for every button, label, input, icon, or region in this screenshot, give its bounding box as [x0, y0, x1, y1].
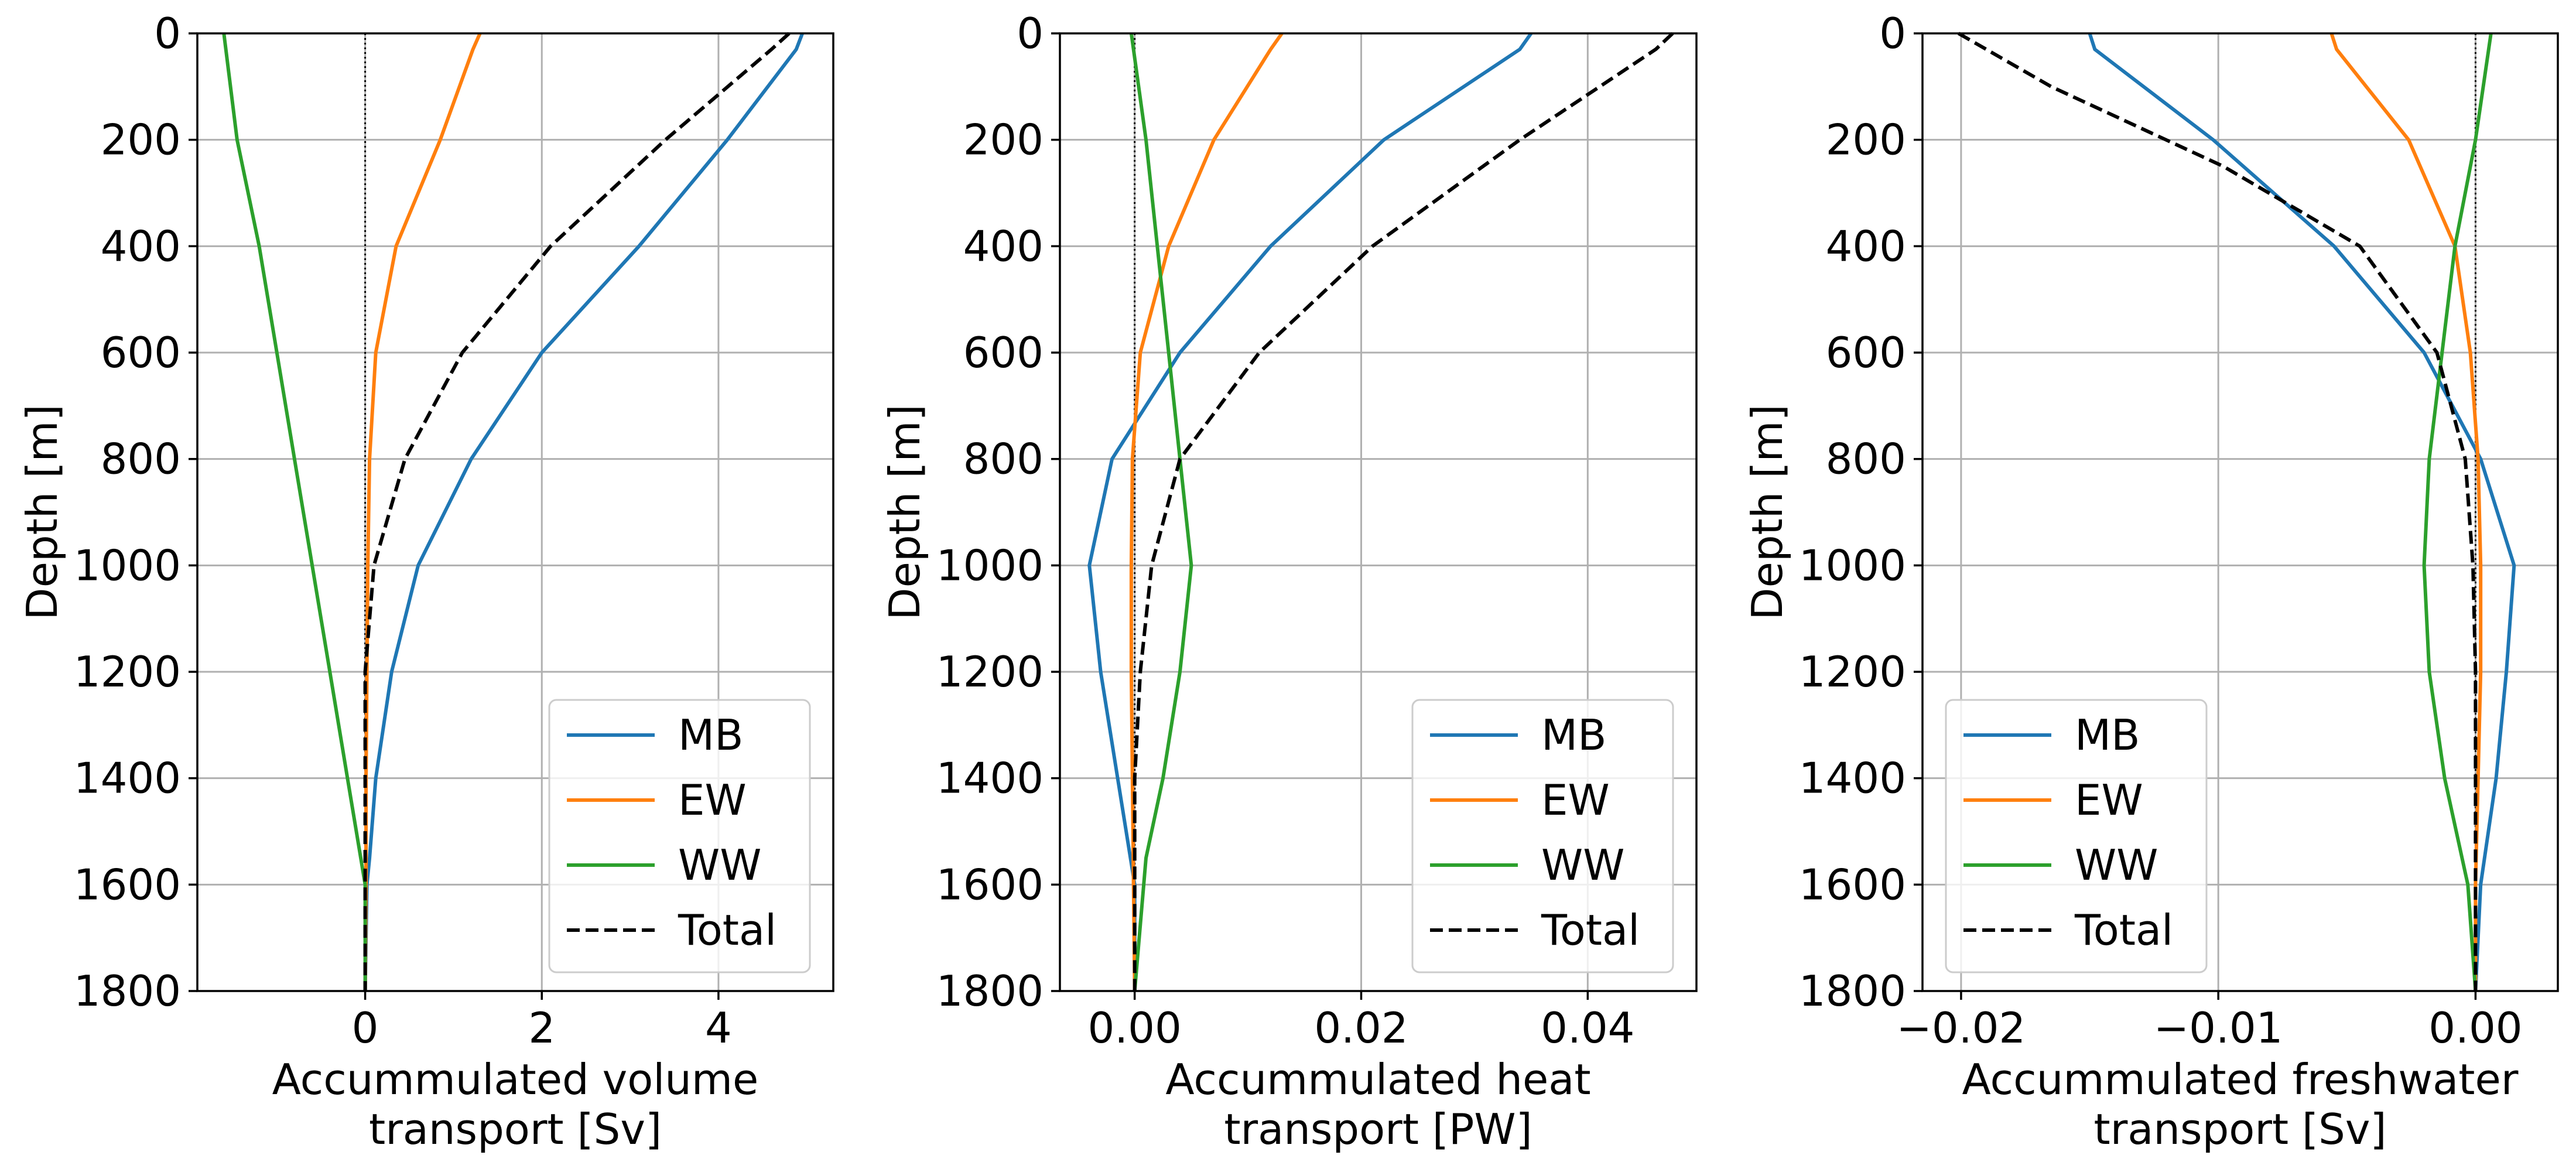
series-line-ew: [363, 32, 482, 992]
series-line-mb: [1087, 32, 1533, 991]
legend-box: [548, 699, 811, 973]
series-line-mb: [2088, 33, 2516, 992]
y-tick-label: 800: [101, 435, 181, 484]
series-line-mb: [363, 32, 804, 992]
series-line-total: [1133, 32, 1674, 991]
legend-label-ew: EW: [1541, 775, 1610, 825]
y-tick-label: 400: [1826, 221, 1906, 271]
x-tick-label: −0.01: [2154, 1003, 2283, 1053]
chart-panel-3: −0.02 −0.01 0.00 0 200 400 600 800 1000 1200 1400 1…: [1743, 9, 2559, 1154]
y-tick-label: 400: [101, 221, 181, 271]
y-tick-label: 600: [963, 328, 1044, 377]
y-tick-label: 1000: [936, 541, 1044, 590]
y-tick-label: 1400: [74, 754, 181, 803]
plot-frame: [196, 32, 834, 992]
chart-panel-2: 0.00 0.02 0.04 0 200 400 600 800 1000 1200 1400 160…: [880, 9, 1698, 1154]
x-axis-label-line: transport [PW]: [1224, 1105, 1532, 1154]
x-tick-label: 0.00: [1087, 1003, 1181, 1053]
x-tick-label: 0: [352, 1003, 379, 1053]
y-tick-label: 1400: [936, 754, 1044, 803]
x-tick-label: 0.04: [1541, 1003, 1634, 1053]
y-tick-label: 1000: [74, 541, 181, 590]
y-tick-label: 1800: [1799, 966, 1906, 1016]
y-axis-label: Depth [m]: [1743, 404, 1792, 620]
legend: MB EW WW Total: [548, 699, 811, 973]
x-axis-label-line: Accummulated heat: [1165, 1055, 1590, 1104]
legend-label-ww: WW: [2075, 840, 2158, 890]
x-tick-label: 0.00: [2428, 1003, 2522, 1053]
y-tick-label: 1200: [1799, 647, 1906, 696]
y-tick-label: 200: [1826, 115, 1906, 165]
legend-label-ww: WW: [678, 840, 761, 890]
series-line-total: [1958, 32, 2478, 991]
y-tick-label: 1200: [74, 647, 181, 696]
x-tick-label: 4: [705, 1003, 732, 1053]
y-tick-label: 1000: [1799, 541, 1906, 590]
y-tick-label: 0: [154, 9, 181, 58]
y-tick-label: 0: [1017, 9, 1044, 58]
y-tick-label: 800: [1826, 435, 1906, 484]
y-tick-label: 1600: [936, 860, 1044, 909]
legend-label-total: Total: [678, 906, 776, 955]
legend: MB EW WW Total: [1945, 699, 2208, 973]
legend-box: [1411, 699, 1674, 973]
x-axis-label: Accummulated volume transport [Sv]: [272, 1055, 759, 1154]
y-tick-label: 600: [101, 328, 181, 377]
series-line-ww: [2422, 33, 2493, 992]
y-tick-label: 1400: [1799, 754, 1906, 803]
x-axis-label: Accummulated heat transport [PW]: [1165, 1055, 1590, 1154]
legend-label-mb: MB: [1541, 710, 1607, 760]
y-tick-label: 600: [1826, 328, 1906, 377]
x-tick-label: 0.02: [1314, 1003, 1408, 1053]
plot-frame: [1059, 32, 1698, 992]
y-tick-label: 1800: [74, 966, 181, 1016]
series-line-ew: [1129, 32, 1284, 992]
y-tick-label: 800: [963, 435, 1044, 484]
legend-box: [1945, 699, 2208, 973]
legend-label-mb: MB: [2075, 710, 2140, 760]
x-axis-label-line: transport [Sv]: [369, 1105, 662, 1154]
x-axis-label-line: Accummulated freshwater: [1962, 1055, 2519, 1104]
x-axis-label-line: transport [Sv]: [2093, 1105, 2386, 1154]
legend-label-total: Total: [1541, 906, 1640, 955]
legend-label-total: Total: [2074, 906, 2173, 955]
x-axis-label: Accummulated freshwater transport [Sv]: [1962, 1055, 2519, 1154]
y-tick-label: 1800: [936, 966, 1044, 1016]
y-tick-label: 0: [1879, 9, 1906, 58]
x-axis-label-line: Accummulated volume: [272, 1055, 759, 1104]
legend: MB EW WW Total: [1411, 699, 1674, 973]
legend-label-ew: EW: [2075, 775, 2143, 825]
y-axis-label: Depth [m]: [880, 404, 929, 620]
y-tick-label: 1200: [936, 647, 1044, 696]
y-tick-label: 1600: [74, 860, 181, 909]
legend-label-ew: EW: [678, 775, 747, 825]
plot-frame: [1921, 32, 2559, 992]
legend-label-mb: MB: [678, 710, 744, 760]
series-line-ww: [222, 33, 367, 991]
series-line-ww: [1129, 33, 1193, 992]
y-tick-label: 200: [101, 115, 181, 165]
chart-panel-1: 0 2 4 0 200 400 600 800 1000 1200 1400 1600 1800 Accu…: [18, 9, 834, 1154]
x-tick-label: −0.02: [1897, 1003, 2026, 1053]
y-tick-label: 400: [963, 221, 1044, 271]
y-axis-label: Depth [m]: [18, 404, 67, 620]
x-tick-label: 2: [528, 1003, 555, 1053]
y-tick-label: 200: [963, 115, 1044, 165]
legend-label-ww: WW: [1541, 840, 1624, 890]
y-tick-label: 1600: [1799, 860, 1906, 909]
series-line-total: [363, 32, 791, 991]
